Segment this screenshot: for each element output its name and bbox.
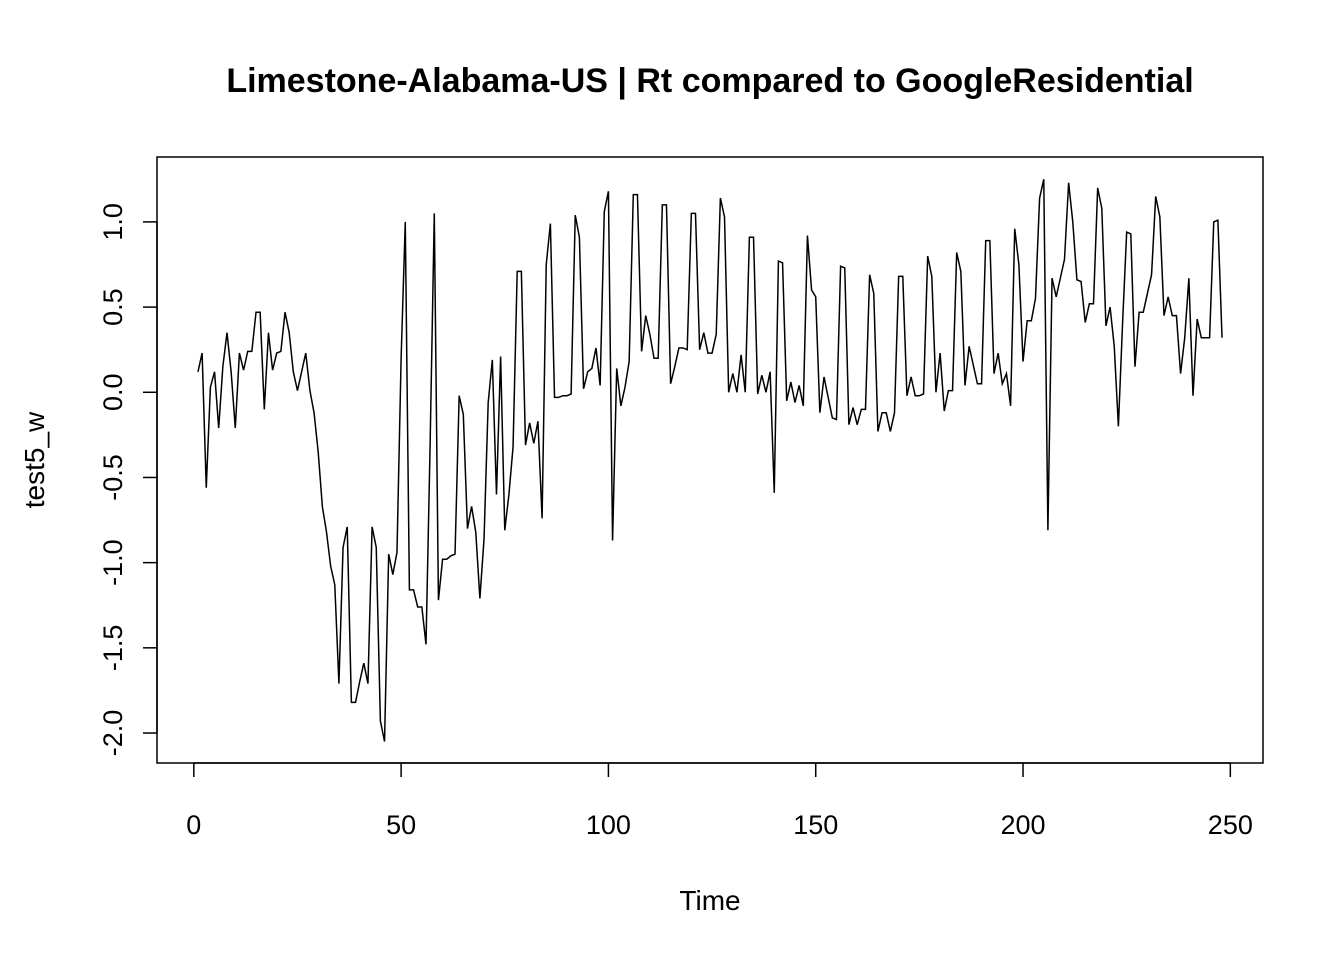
y-tick-label: 0.0 [98, 374, 128, 412]
y-tick-label: -0.5 [98, 454, 128, 501]
y-tick-label: 1.0 [98, 203, 128, 241]
y-tick-label: 0.5 [98, 288, 128, 326]
x-axis-label: Time [679, 885, 740, 916]
y-axis-label: test5_w [19, 411, 50, 508]
x-tick-label: 0 [186, 810, 201, 840]
plot-box [156, 156, 1264, 764]
y-tick-label: -1.5 [98, 625, 128, 672]
y-tick-label: -2.0 [98, 710, 128, 757]
chart-title: Limestone-Alabama-US | Rt compared to Go… [226, 62, 1193, 100]
y-tick-label: -1.0 [98, 539, 128, 586]
x-tick-label: 50 [386, 810, 416, 840]
x-tick-label: 150 [793, 810, 838, 840]
x-tick-label: 250 [1208, 810, 1253, 840]
x-tick-label: 100 [586, 810, 631, 840]
series-line [197, 179, 1223, 742]
x-tick-label: 200 [1000, 810, 1045, 840]
